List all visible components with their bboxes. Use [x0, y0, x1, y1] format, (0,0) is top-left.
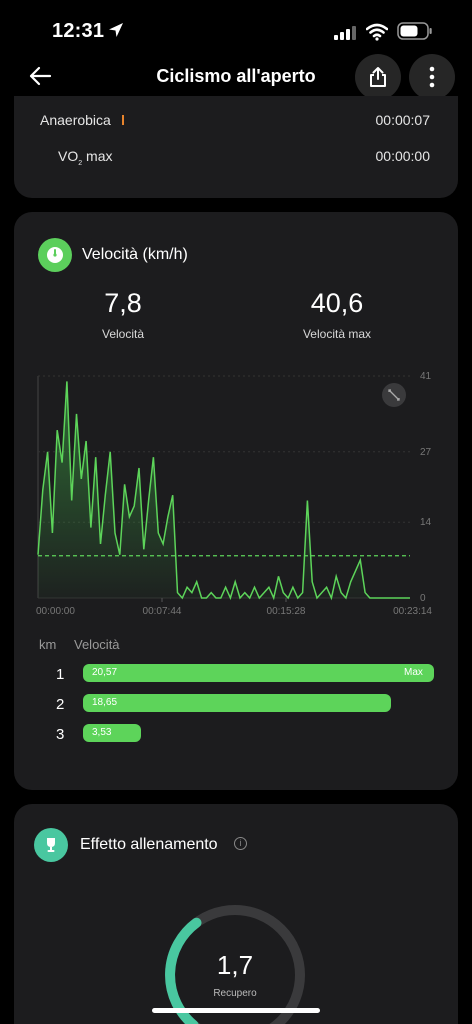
- training-gauge: [165, 905, 305, 1024]
- training-effect-label: Recupero: [213, 988, 257, 999]
- wifi-icon: [366, 23, 388, 41]
- trophy-icon: [47, 838, 55, 852]
- trophy-badge: [34, 828, 68, 862]
- y-tick-label: 27: [420, 447, 432, 458]
- battery-icon: [397, 22, 432, 40]
- x-tick-label: 00:15:28: [267, 606, 306, 617]
- location-arrow-icon: [109, 23, 123, 37]
- speed-card: Velocità (km/h) 7,8 Velocità 40,6 Veloci…: [14, 212, 458, 790]
- info-icon[interactable]: i: [234, 837, 247, 850]
- training-effect-value: 1,7: [216, 950, 254, 980]
- y-tick-label: 0: [420, 593, 426, 604]
- section-title: Effetto allenamento: [80, 836, 218, 853]
- km-number: 1: [56, 666, 65, 683]
- expand-chart-button[interactable]: [382, 383, 406, 407]
- page-title: Ciclismo all'aperto: [156, 66, 316, 86]
- zone-duration: 00:00:07: [375, 112, 431, 128]
- km-number: 2: [56, 696, 65, 713]
- zone-duration: 00:00:00: [375, 148, 431, 164]
- zone-color-marker: [122, 115, 124, 125]
- km-split-row: 3 3,53: [14, 724, 458, 744]
- max-tag: Max: [404, 667, 423, 678]
- speed-column-header: Velocità: [74, 637, 120, 652]
- nav-bar: Ciclismo all'aperto: [0, 52, 472, 100]
- km-split-row: 1 20,57 Max: [14, 664, 458, 684]
- status-bar: 12:31: [0, 0, 472, 60]
- y-tick-label: 41: [420, 371, 432, 382]
- x-tick-label: 00:07:44: [143, 606, 182, 617]
- speed-chart: 41 27 14 0 00:00:00 00:07:44 00:15:28 00:23:14: [36, 371, 432, 617]
- speedometer-badge: [38, 238, 72, 272]
- vertical-ellipsis-icon: [429, 66, 435, 88]
- hr-zones-card: Anaerobica 00:00:07 VO2 max 00:00:00: [14, 96, 458, 198]
- km-column-header: km: [39, 637, 57, 652]
- km-number: 3: [56, 726, 65, 743]
- section-title: Velocità (km/h): [82, 246, 188, 263]
- km-split-row: 2 18,65: [14, 694, 458, 714]
- km-speed-value: 3,53: [92, 727, 112, 738]
- max-speed-stat: 40,6 Velocità max: [262, 288, 412, 341]
- km-speed-value: 18,65: [92, 697, 118, 708]
- max-speed-value: 40,6: [310, 288, 364, 318]
- zone-row-vo2max: VO2 max 00:00:00: [14, 144, 458, 168]
- max-speed-label: Velocità max: [302, 327, 372, 341]
- back-arrow-icon[interactable]: [26, 62, 54, 90]
- x-tick-label: 00:23:14: [393, 606, 432, 617]
- zone-label: Anaerobica: [40, 112, 111, 128]
- training-gauge-fill: [165, 917, 202, 1024]
- x-tick-label: 00:00:00: [36, 606, 75, 617]
- speedometer-icon: [47, 247, 63, 263]
- zone-label: VO2 max: [58, 148, 113, 167]
- avg-speed-value: 7,8: [104, 288, 142, 318]
- km-speed-bar: [83, 694, 391, 712]
- avg-speed-stat: 7,8 Velocità: [48, 288, 198, 341]
- more-options-button[interactable]: [409, 54, 455, 100]
- training-effect-card: Effetto allenamento i 1,7 Recupero: [14, 804, 458, 1024]
- home-indicator: [152, 1008, 320, 1013]
- share-button[interactable]: [355, 54, 401, 100]
- km-speed-bar: [83, 664, 434, 682]
- avg-speed-label: Velocità: [101, 327, 145, 341]
- zone-row-anaerobic: Anaerobica 00:00:07: [14, 108, 458, 132]
- km-speed-value: 20,57: [92, 667, 118, 678]
- expand-icon: [388, 389, 400, 401]
- y-tick-label: 14: [420, 517, 432, 528]
- cellular-signal-icon: [334, 26, 356, 40]
- km-speed-bar: [83, 724, 142, 742]
- status-time: 12:31: [52, 20, 105, 42]
- speed-line: [37, 381, 410, 601]
- speed-area: [38, 381, 410, 598]
- share-icon: [370, 67, 386, 87]
